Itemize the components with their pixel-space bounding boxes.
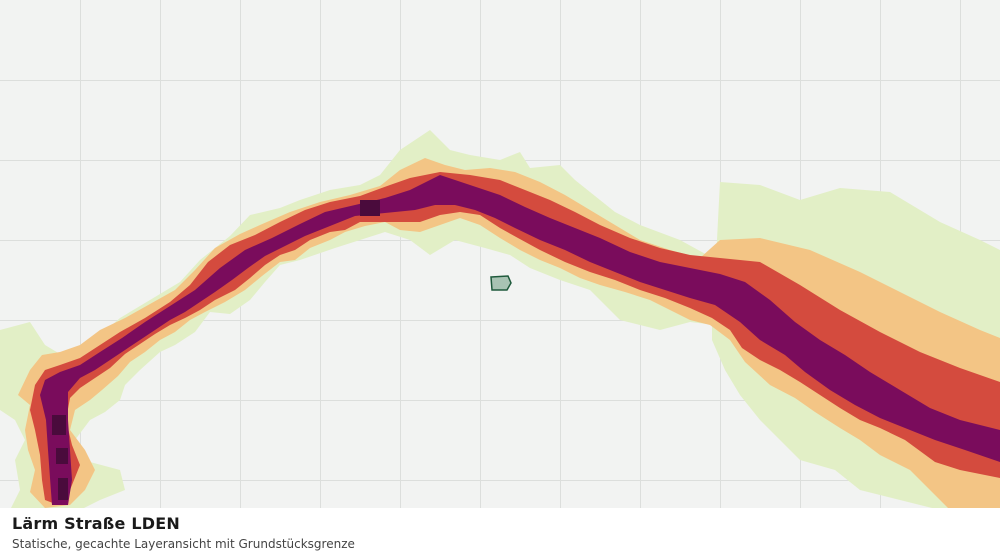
layer-caption: Lärm Straße LDEN Statische, gecachte Lay… bbox=[0, 508, 1000, 560]
noise-band-medium bbox=[30, 172, 1000, 505]
noise-band-high bbox=[40, 175, 1000, 505]
noise-band-highest bbox=[52, 200, 380, 500]
layer-subtitle: Statische, gecachte Layeransicht mit Gru… bbox=[12, 537, 355, 551]
layer-title: Lärm Straße LDEN bbox=[12, 514, 180, 533]
parcel-boundary[interactable] bbox=[490, 275, 512, 291]
